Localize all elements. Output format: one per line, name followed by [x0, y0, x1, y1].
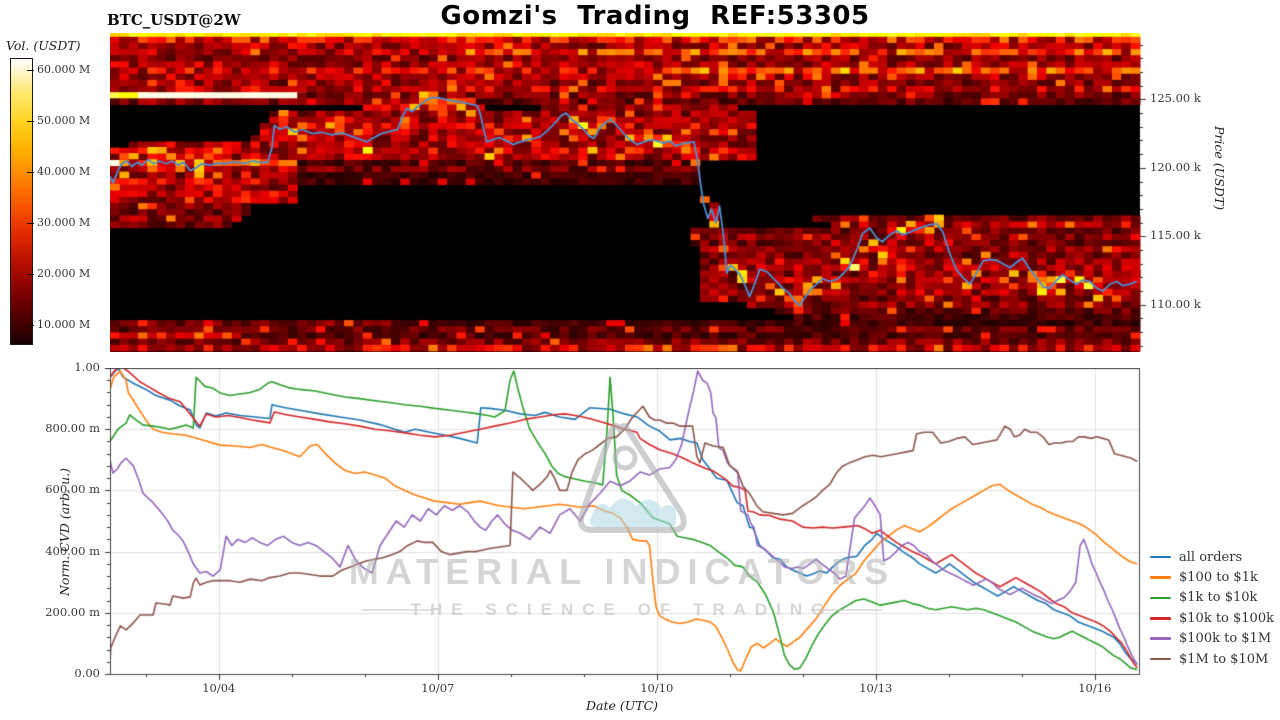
legend-item: $10k to $100k [1150, 608, 1274, 628]
liquidity-heatmap-canvas [110, 33, 1148, 352]
legend-label: $100k to $1M [1179, 631, 1272, 647]
cvd-y-tick-label: 1.00 [74, 360, 100, 374]
colorbar-tick [27, 222, 34, 224]
volume-colorbar [10, 58, 33, 345]
cvd-y-tick-label: 800.00 m [45, 421, 100, 436]
colorbar-tick [27, 120, 34, 122]
colorbar-tick-label: 30.000 M [37, 215, 91, 229]
cvd-x-tick-label: 10/04 [202, 681, 236, 695]
watermark-dash-left [362, 609, 434, 611]
date-axis-title: Date (UTC) [585, 698, 659, 713]
legend-line-swatch [1150, 637, 1171, 641]
cvd-y-tick-label: 400.00 m [45, 543, 100, 558]
legend-label: $100 to $1k [1179, 570, 1258, 586]
cvd-x-tick-label: 10/16 [1078, 681, 1112, 695]
price-tick-label: 120.00 k [1150, 159, 1201, 174]
colorbar-tick [27, 324, 34, 326]
legend-line-swatch [1150, 657, 1171, 661]
colorbar-tick [27, 273, 34, 275]
flask-icon [577, 423, 687, 533]
legend-item: all orders [1150, 547, 1274, 567]
cvd-y-tick-label: 600.00 m [45, 482, 100, 497]
watermark-tagline: THE SCIENCE OF TRADING [410, 600, 834, 619]
cvd-y-tick-label: 0.00 [74, 666, 100, 680]
cvd-x-tick-label: 10/07 [421, 681, 455, 695]
legend-item: $100k to $1M [1150, 629, 1274, 649]
colorbar-tick-label: 10.000 M [37, 317, 91, 331]
colorbar-tick-label: 60.000 M [37, 63, 91, 76]
cvd-x-tick-label: 10/13 [859, 681, 893, 695]
legend-label: $1k to $10k [1179, 590, 1258, 606]
colorbar-tick-label: 50.000 M [37, 113, 91, 127]
legend-item: $100 to $1k [1150, 567, 1274, 587]
colorbar-tick [27, 70, 34, 71]
cvd-x-tick-label: 10/10 [640, 681, 674, 695]
instrument-label: BTC_USDT@2W [107, 11, 241, 29]
legend-label: $1M to $10M [1179, 651, 1269, 667]
cvd-y-tick-label: 200.00 m [45, 604, 100, 619]
colorbar-tick-label: 20.000 M [37, 266, 91, 280]
watermark-brand: MATERIAL INDICATORS [348, 551, 896, 592]
legend-item: $1M to $10M [1150, 649, 1274, 669]
legend-label: all orders [1179, 549, 1243, 565]
colorbar-title: Vol. (USDT) [6, 38, 81, 53]
legend-item: $1k to $10k [1150, 588, 1274, 608]
price-tick-label: 115.00 k [1150, 228, 1201, 243]
colorbar-tick [27, 171, 34, 173]
legend-label: $10k to $100k [1179, 610, 1274, 626]
price-axis-title: Price (USDT) [1212, 126, 1227, 210]
legend-line-swatch [1150, 617, 1171, 620]
watermark-dash-right [810, 609, 882, 611]
price-tick-label: 110.00 k [1150, 296, 1201, 311]
legend-line-swatch [1150, 596, 1171, 600]
cvd-legend: all orders $100 to $1k $1k to $10k $10k to … [1150, 547, 1274, 669]
legend-line-swatch [1150, 555, 1171, 559]
colorbar-tick-label: 40.000 M [37, 164, 91, 178]
legend-line-swatch [1150, 576, 1171, 579]
page-title: Gomzi's Trading REF:53305 [440, 1, 870, 31]
price-tick-label: 125.00 k [1150, 91, 1201, 106]
